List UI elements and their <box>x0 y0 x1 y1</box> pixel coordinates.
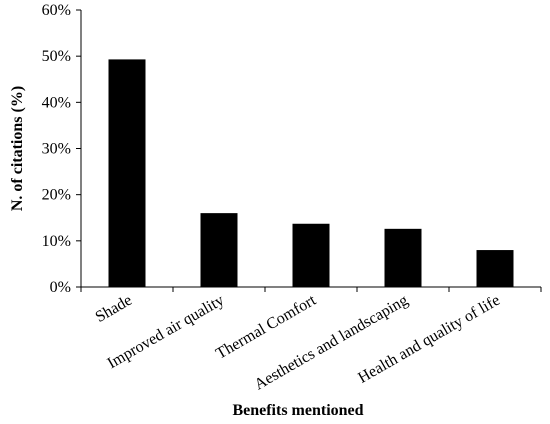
y-axis-title: N. of citations (%) <box>9 86 26 211</box>
x-category-label: Aesthetics and landscaping <box>252 292 411 394</box>
y-tick-label: 50% <box>42 48 71 65</box>
bars <box>108 59 514 288</box>
bar <box>108 59 146 288</box>
bar <box>476 250 514 287</box>
x-axis-ticks <box>80 287 542 292</box>
x-axis-title: Benefits mentioned <box>232 402 363 419</box>
y-tick-label: 20% <box>42 187 71 204</box>
bar <box>292 223 330 287</box>
bar <box>384 228 422 287</box>
y-tick-label: 60% <box>42 2 71 19</box>
bar <box>200 213 238 287</box>
y-axis-ticks: 0% 10% 20% 30% 40% 50% 60% <box>42 2 81 296</box>
y-tick-label: 40% <box>42 94 71 111</box>
y-tick-label: 0% <box>50 279 71 296</box>
y-tick-label: 30% <box>42 141 71 158</box>
y-tick-label: 10% <box>42 233 71 250</box>
x-category-label: Shade <box>93 292 135 326</box>
